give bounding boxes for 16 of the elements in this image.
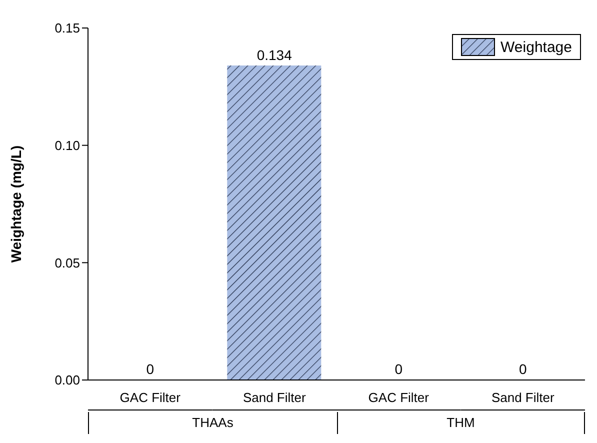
text: THM (336, 412, 585, 434)
y-tick-label: 0.00 (54, 372, 80, 388)
x-tick-label: Sand Filter (491, 390, 555, 405)
y-tick-label: 0.10 (54, 138, 80, 153)
y-tick-label: 0.15 (54, 20, 80, 36)
data-label: 0 (394, 360, 404, 378)
x-tick-label: GAC Filter (368, 390, 430, 405)
legend-label: Weightage (500, 38, 572, 56)
data-label: 0 (518, 360, 528, 378)
x-tick-label: Sand Filter (242, 390, 306, 405)
x-tick-label: GAC Filter (120, 390, 182, 405)
data-label: 0 (145, 360, 156, 378)
y-axis-title: Weightage (mg/L) (8, 145, 24, 263)
text: THAAs (88, 412, 336, 434)
y-tick-label: 0.05 (54, 255, 80, 270)
data-label: 0.134 (256, 46, 293, 64)
